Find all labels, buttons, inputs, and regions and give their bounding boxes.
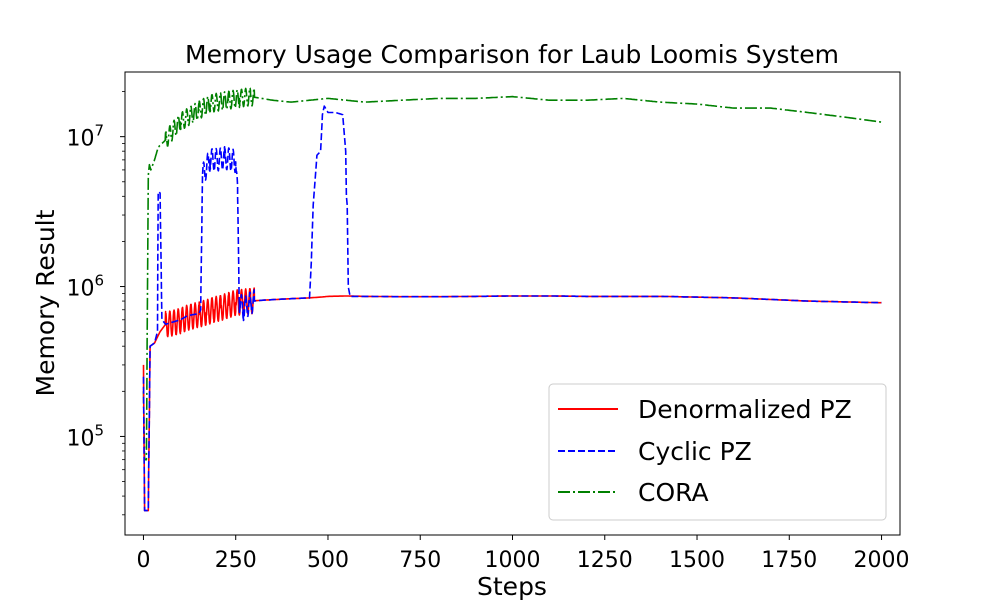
- legend-label-cyclic-pz: Cyclic PZ: [638, 437, 752, 466]
- x-axis-label: Steps: [477, 572, 547, 600]
- x-tick-label: 1000: [485, 548, 541, 573]
- legend: Denormalized PZ Cyclic PZ CORA: [548, 383, 887, 521]
- x-tick-label: 0: [136, 548, 150, 573]
- x-tick-label: 750: [399, 548, 441, 573]
- x-tick-label: 250: [215, 548, 257, 573]
- x-tick-label: 1250: [577, 548, 633, 573]
- x-tick-label: 1500: [669, 548, 725, 573]
- series-line-cora: [142, 87, 882, 461]
- legend-label-denormalized-pz: Denormalized PZ: [638, 395, 852, 424]
- x-axis: 0 250 500 750 1000 1250 1500 1750 2000: [136, 535, 910, 573]
- x-tick-label: 500: [307, 548, 349, 573]
- y-tick-label: 107: [66, 122, 104, 152]
- y-tick-label: 106: [66, 272, 104, 302]
- series-layer: [142, 87, 882, 512]
- legend-box: [548, 383, 887, 521]
- legend-label-cora: CORA: [638, 478, 709, 507]
- y-axis-label: Memory Result: [31, 209, 60, 396]
- x-tick-label: 2000: [854, 548, 910, 573]
- x-tick-label: 1750: [761, 548, 817, 573]
- y-tick-label: 105: [66, 421, 104, 451]
- y-axis: 105 106 107: [66, 91, 125, 516]
- series-line-cyclic-pz: [142, 105, 882, 512]
- chart-title: Memory Usage Comparison for Laub Loomis …: [185, 40, 839, 69]
